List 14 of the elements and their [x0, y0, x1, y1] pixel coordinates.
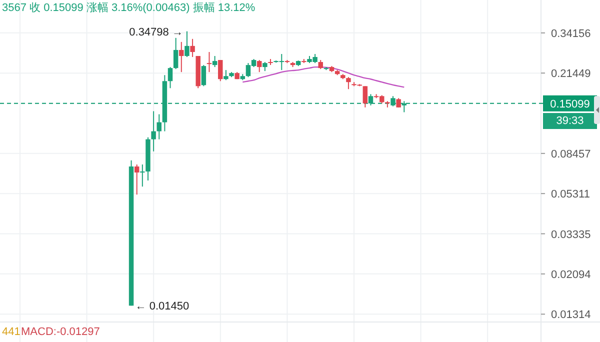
- y-tick-label: 0.08457: [551, 148, 591, 160]
- y-tick-label: 0.34156: [551, 28, 591, 40]
- y-tick-label: 0.21449: [551, 68, 591, 80]
- text: 39:33: [556, 115, 584, 127]
- ref-line-label: 0.15099: [550, 98, 590, 110]
- y-tick-label: 0.05311: [551, 188, 590, 201]
- annotation: ← 0.01450: [135, 300, 190, 313]
- y-tick-label: 0.03335: [551, 228, 591, 241]
- text: MACD:-0.01297: [21, 326, 100, 338]
- annotation: 3567 收 0.15099 涨幅 3.16%(0.00463) 振幅 13.12%: [2, 2, 256, 14]
- y-tick-label: 0.02094: [551, 268, 591, 281]
- y-tick-label: 0.01314: [551, 309, 591, 322]
- annotation: 0.34798 →: [129, 26, 183, 38]
- text: 441: [2, 326, 20, 338]
